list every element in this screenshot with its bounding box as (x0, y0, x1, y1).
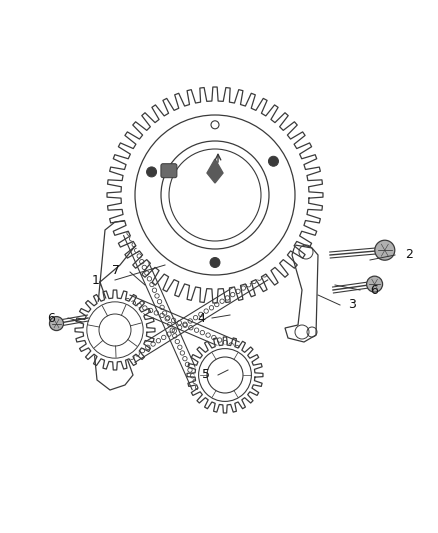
Text: 7: 7 (112, 263, 120, 277)
Text: 5: 5 (202, 368, 210, 382)
Circle shape (49, 317, 64, 330)
Text: 4: 4 (197, 311, 205, 325)
Circle shape (147, 167, 156, 177)
Circle shape (367, 276, 382, 292)
Text: 2: 2 (405, 248, 413, 262)
Circle shape (121, 101, 309, 289)
FancyBboxPatch shape (161, 164, 177, 177)
Circle shape (375, 240, 395, 260)
Polygon shape (207, 159, 223, 183)
Text: 6: 6 (370, 284, 378, 296)
Circle shape (268, 156, 279, 166)
Text: 3: 3 (348, 298, 356, 311)
Circle shape (83, 298, 147, 362)
Text: 6: 6 (47, 311, 55, 325)
Text: 1: 1 (92, 273, 100, 287)
Circle shape (195, 345, 255, 405)
Circle shape (210, 257, 220, 268)
